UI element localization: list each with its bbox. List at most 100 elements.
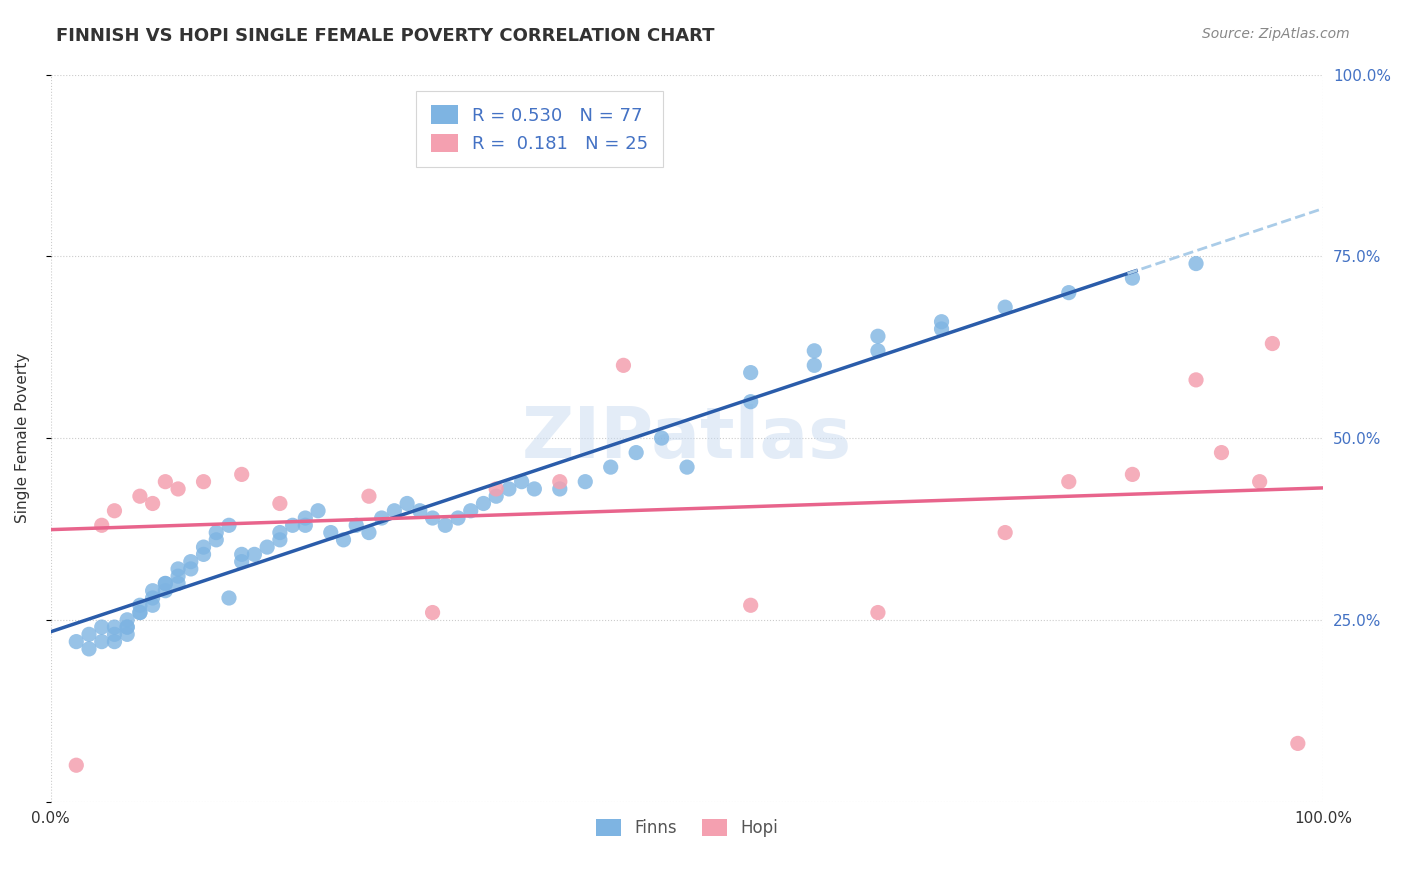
Point bbox=[167, 576, 190, 591]
Point bbox=[485, 482, 508, 496]
Point bbox=[90, 620, 112, 634]
Point bbox=[155, 576, 177, 591]
Point bbox=[294, 518, 316, 533]
Point bbox=[357, 489, 380, 503]
Point bbox=[803, 359, 825, 373]
Point bbox=[115, 613, 138, 627]
Point bbox=[740, 599, 762, 613]
Point bbox=[548, 475, 571, 489]
Point bbox=[142, 599, 165, 613]
Point bbox=[231, 467, 253, 482]
Point bbox=[129, 489, 152, 503]
Point bbox=[931, 322, 953, 336]
Point bbox=[77, 627, 100, 641]
Point bbox=[115, 620, 138, 634]
Point bbox=[460, 504, 482, 518]
Y-axis label: Single Female Poverty: Single Female Poverty bbox=[15, 353, 30, 524]
Point bbox=[866, 329, 889, 343]
Point bbox=[1261, 336, 1284, 351]
Point bbox=[142, 591, 165, 605]
Point bbox=[269, 496, 291, 510]
Point bbox=[651, 431, 673, 445]
Point bbox=[77, 641, 100, 656]
Point bbox=[180, 555, 202, 569]
Point bbox=[370, 511, 392, 525]
Point bbox=[155, 576, 177, 591]
Text: Source: ZipAtlas.com: Source: ZipAtlas.com bbox=[1202, 27, 1350, 41]
Point bbox=[205, 525, 228, 540]
Legend: Finns, Hopi: Finns, Hopi bbox=[589, 813, 785, 844]
Point bbox=[1057, 475, 1080, 489]
Point bbox=[599, 460, 621, 475]
Point bbox=[434, 518, 457, 533]
Point bbox=[193, 540, 215, 554]
Point bbox=[115, 627, 138, 641]
Point bbox=[90, 634, 112, 648]
Point bbox=[307, 504, 329, 518]
Point bbox=[1121, 467, 1143, 482]
Point bbox=[422, 606, 444, 620]
Point bbox=[129, 606, 152, 620]
Point bbox=[167, 482, 190, 496]
Point bbox=[510, 475, 533, 489]
Point bbox=[205, 533, 228, 547]
Point bbox=[103, 634, 125, 648]
Point bbox=[1286, 736, 1309, 750]
Point bbox=[472, 496, 495, 510]
Point bbox=[256, 540, 278, 554]
Point bbox=[1121, 271, 1143, 285]
Point bbox=[193, 475, 215, 489]
Point bbox=[803, 343, 825, 358]
Point bbox=[294, 511, 316, 525]
Point bbox=[1211, 445, 1233, 459]
Point bbox=[357, 525, 380, 540]
Point bbox=[167, 569, 190, 583]
Point bbox=[231, 547, 253, 561]
Point bbox=[994, 525, 1017, 540]
Point bbox=[281, 518, 304, 533]
Point bbox=[103, 627, 125, 641]
Point bbox=[180, 562, 202, 576]
Point bbox=[931, 315, 953, 329]
Text: FINNISH VS HOPI SINGLE FEMALE POVERTY CORRELATION CHART: FINNISH VS HOPI SINGLE FEMALE POVERTY CO… bbox=[56, 27, 714, 45]
Text: ZIPatlas: ZIPatlas bbox=[522, 403, 852, 473]
Point bbox=[243, 547, 266, 561]
Point bbox=[129, 606, 152, 620]
Point bbox=[523, 482, 546, 496]
Point bbox=[1249, 475, 1271, 489]
Point bbox=[740, 394, 762, 409]
Point bbox=[332, 533, 354, 547]
Point bbox=[269, 533, 291, 547]
Point bbox=[90, 518, 112, 533]
Point bbox=[624, 445, 647, 459]
Point bbox=[1185, 373, 1208, 387]
Point bbox=[994, 300, 1017, 314]
Point bbox=[103, 504, 125, 518]
Point bbox=[155, 475, 177, 489]
Point bbox=[498, 482, 520, 496]
Point bbox=[155, 583, 177, 598]
Point bbox=[115, 620, 138, 634]
Point bbox=[612, 359, 634, 373]
Point bbox=[1057, 285, 1080, 300]
Point bbox=[1185, 256, 1208, 270]
Point bbox=[548, 482, 571, 496]
Point bbox=[866, 343, 889, 358]
Point bbox=[65, 758, 87, 772]
Point bbox=[344, 518, 367, 533]
Point bbox=[740, 366, 762, 380]
Point bbox=[65, 634, 87, 648]
Point bbox=[319, 525, 342, 540]
Point bbox=[396, 496, 419, 510]
Point bbox=[218, 518, 240, 533]
Point bbox=[218, 591, 240, 605]
Point bbox=[384, 504, 406, 518]
Point bbox=[231, 555, 253, 569]
Point bbox=[103, 620, 125, 634]
Point bbox=[129, 599, 152, 613]
Point bbox=[142, 583, 165, 598]
Point bbox=[409, 504, 432, 518]
Point bbox=[485, 489, 508, 503]
Point bbox=[422, 511, 444, 525]
Point bbox=[574, 475, 596, 489]
